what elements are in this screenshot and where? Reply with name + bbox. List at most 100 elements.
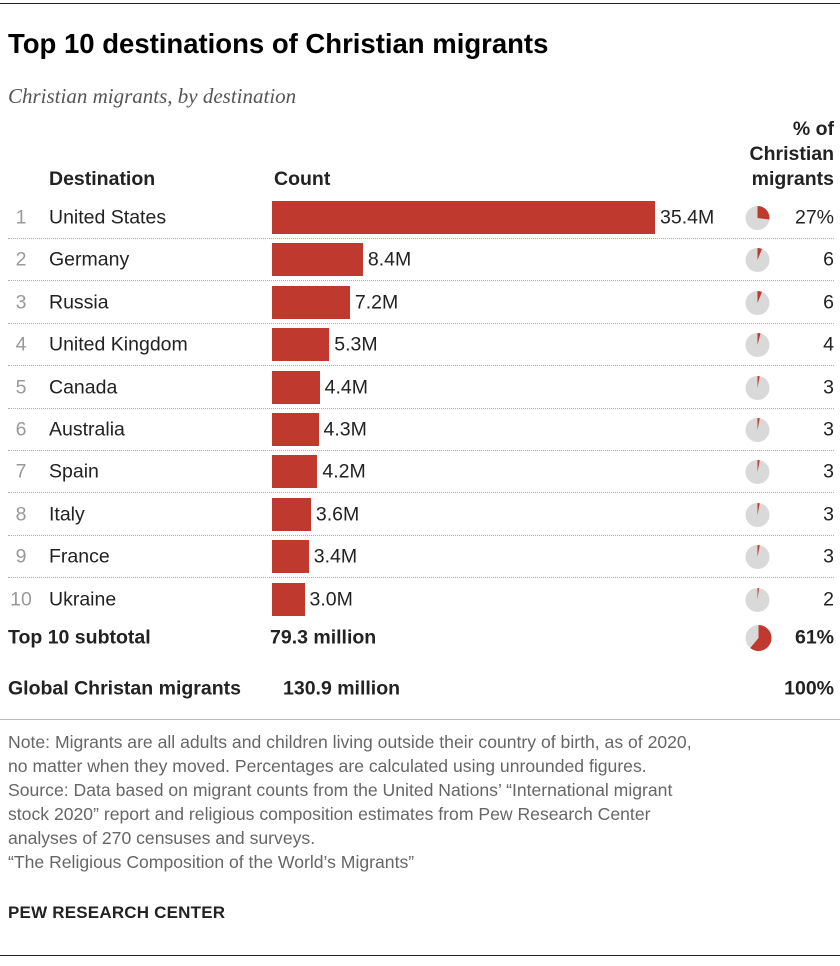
share-pie (745, 587, 770, 612)
subtotal-row: Top 10 subtotal 79.3 million 61% (8, 619, 834, 657)
bar-value-label: 5.3M (334, 333, 378, 356)
bar (272, 455, 318, 489)
country-label: Ukraine (49, 588, 117, 611)
country-label: United States (49, 206, 167, 229)
brand-name: PEW RESEARCH CENTER (8, 903, 226, 922)
bar (272, 413, 319, 446)
share-pie (745, 290, 770, 315)
pct-value: 2 (823, 588, 834, 611)
country-label: United Kingdom (49, 333, 188, 356)
pct-value: 6 (823, 248, 834, 271)
table-row: 9 France 3.4M 3 (8, 536, 834, 579)
rank-number: 4 (15, 333, 27, 356)
share-pie (745, 417, 770, 443)
share-pie (745, 502, 770, 527)
source-line: analyses of 270 censuses and surveys. (8, 828, 316, 848)
pie-slice (757, 248, 762, 261)
country-label: France (49, 545, 110, 568)
pct-header-line-1: % of (792, 118, 834, 140)
share-pie (745, 248, 770, 273)
row-separator (8, 577, 834, 579)
bar (272, 582, 305, 616)
pct-value: 3 (823, 545, 834, 568)
pie-slice (750, 625, 772, 651)
report-title-line: “The Religious Composition of the World’… (8, 852, 415, 872)
share-pie (745, 205, 770, 231)
subtotal-value: 79.3 million (270, 626, 377, 649)
pie-slice (757, 545, 760, 558)
country-label: Germany (49, 248, 130, 271)
bar (272, 243, 363, 277)
table-row: 8 Italy 3.6M 3 (8, 494, 834, 536)
table-row: 6 Australia 4.3M 3 (8, 409, 834, 451)
global-row: Global Christan migrants 130.9 million 1… (8, 672, 834, 706)
country-label: Spain (49, 460, 99, 483)
share-pie (745, 460, 770, 485)
bar (272, 370, 320, 404)
bar (272, 328, 330, 362)
pie-slice (757, 333, 761, 346)
table-row: 1 United States 35.4M 27% (8, 197, 834, 239)
rank-number: 3 (15, 291, 27, 314)
rank-number: 2 (15, 248, 27, 271)
table-row: 2 Germany 8.4M 6 (8, 239, 834, 282)
pie-slice (757, 502, 760, 515)
row-separator (8, 407, 834, 409)
bar-value-label: 3.6M (315, 503, 360, 526)
bottom-rule (0, 955, 840, 956)
subtotal-pie (745, 625, 772, 651)
bar (272, 201, 655, 234)
subtotal-label: Top 10 subtotal (8, 626, 151, 649)
pct-value: 3 (823, 418, 834, 441)
country-label: Russia (49, 291, 109, 314)
global-pct: 100% (784, 677, 834, 700)
rank-number: 5 (15, 376, 27, 399)
chart-subtitle: Christian migrants, by destination (8, 84, 297, 108)
country-label: Italy (49, 503, 85, 526)
pct-value: 4 (823, 333, 834, 356)
share-pie (745, 333, 770, 358)
country-label: Australia (49, 418, 125, 441)
bar-value-label: 4.4M (324, 376, 368, 399)
row-separator (8, 534, 834, 536)
pie-slice (757, 205, 770, 220)
rank-number: 9 (15, 545, 27, 568)
country-label: Canada (49, 376, 118, 399)
pie-slice (757, 417, 760, 430)
pct-value: 27% (794, 206, 834, 229)
row-separator (8, 238, 834, 239)
share-pie (745, 375, 770, 400)
table-row: 3 Russia 7.2M 6 (8, 282, 834, 324)
bar-value-label: 3.4M (313, 545, 358, 568)
rank-number: 8 (15, 503, 27, 526)
rank-number: 6 (15, 418, 27, 441)
pct-header-line-3: migrants (751, 168, 834, 190)
pie-slice (757, 290, 762, 303)
row-separator (8, 492, 834, 494)
pie-slice (757, 460, 760, 473)
pie-slice (757, 587, 760, 600)
bar-value-label: 7.2M (354, 291, 399, 314)
notes-divider (0, 719, 840, 720)
row-separator (8, 365, 834, 367)
rank-number: 7 (15, 460, 27, 483)
bar-value-label: 35.4M (660, 206, 715, 229)
note-line: Note: Migrants are all adults and childr… (8, 732, 692, 752)
subtotal-pct: 61% (794, 626, 834, 649)
notes: Note: Migrants are all adults and childr… (8, 730, 834, 874)
bar-value-label: 4.3M (323, 418, 367, 441)
rank-number: 10 (10, 588, 32, 611)
pct-value: 3 (823, 376, 834, 399)
top-rule (0, 3, 840, 4)
share-pie (745, 545, 770, 570)
row-separator (8, 280, 834, 282)
pct-value: 3 (823, 503, 834, 526)
global-value: 130.9 million (283, 677, 401, 700)
bar-value-label: 4.2M (322, 460, 366, 483)
row-separator (8, 450, 834, 451)
bar-value-label: 3.0M (309, 588, 353, 611)
bar-value-label: 8.4M (367, 248, 412, 271)
row-separator (8, 322, 834, 324)
global-label: Global Christan migrants (8, 677, 241, 700)
bar (272, 540, 309, 574)
